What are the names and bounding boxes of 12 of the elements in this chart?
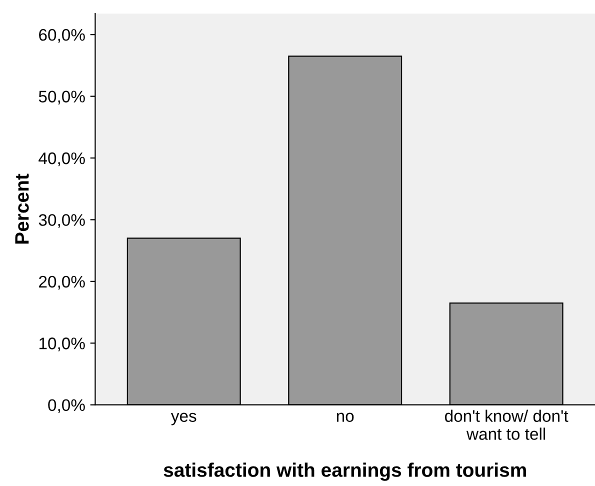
y-axis-title: Percent [15, 174, 29, 244]
y-tick-label: 30,0% [38, 214, 85, 228]
y-tick-label: 0,0% [48, 399, 85, 414]
x-tick-label: yes [170, 412, 196, 426]
y-tick-label: 50,0% [38, 90, 85, 104]
x-axis-title: satisfaction with earnings from tourism [164, 462, 526, 481]
y-tick-label: 40,0% [38, 152, 85, 166]
y-tick-label: 10,0% [39, 338, 85, 352]
y-tick-label: 60,0% [39, 28, 85, 43]
x-tick-label: don't know/ don't want to tell [445, 410, 568, 440]
x-tick-label: no [336, 412, 354, 422]
y-tick-label: 20,0% [39, 276, 85, 290]
